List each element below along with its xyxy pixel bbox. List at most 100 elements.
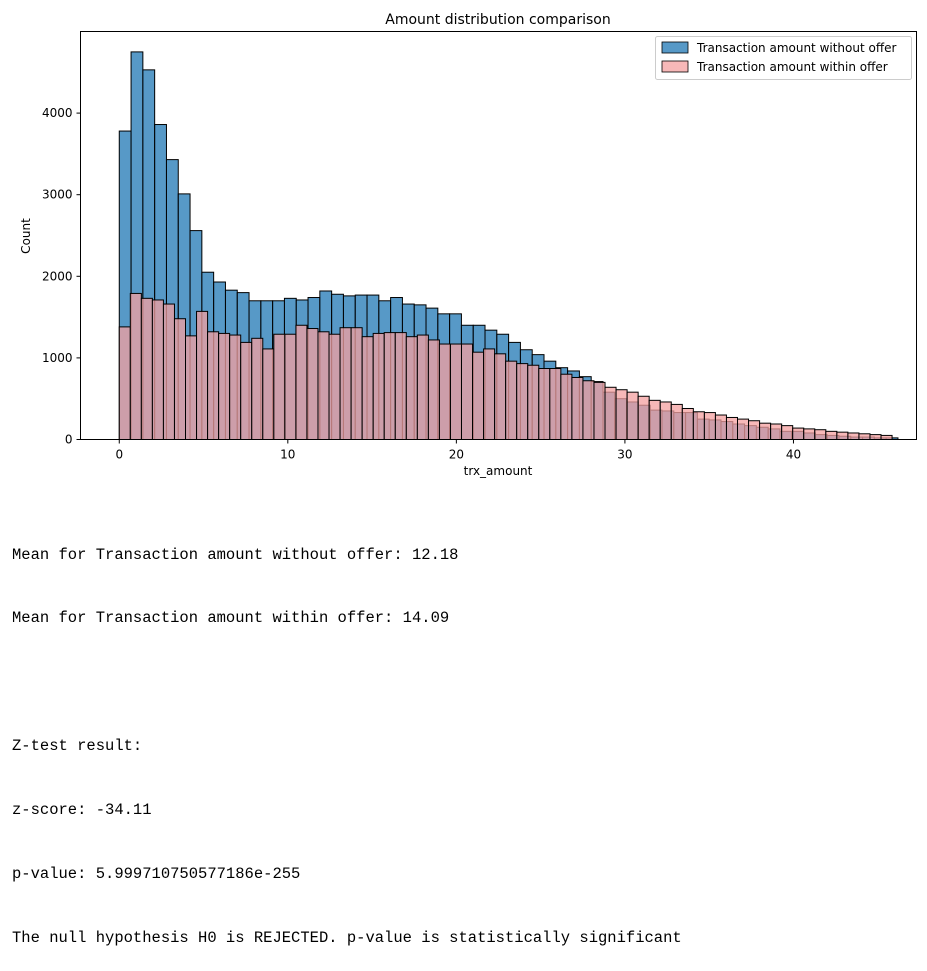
histogram-bar [626,391,639,440]
histogram-bar [240,341,253,440]
y-axis: 0 1000 2000 3000 4000 [42,106,81,447]
blank-line [12,672,682,693]
histogram-bar [781,425,794,440]
histogram-bar [759,422,772,440]
histogram-bar [725,416,739,440]
histogram-bar [449,343,463,441]
histogram-bar [659,401,672,440]
histogram-bar [571,376,584,441]
y-tick-label: 0 [65,433,73,447]
bars-layer [118,51,899,441]
legend-frame [655,36,912,80]
histogram-bar [637,395,650,441]
histogram-bar [461,343,474,441]
x-tick-label: 0 [115,448,123,462]
legend-swatch-within-offer [661,60,689,73]
p-value-line: p-value: 5.999710750577186e-255 [12,865,301,884]
histogram-bar [825,430,838,440]
histogram-bar [295,324,308,441]
z-test-heading: Z-test result: [12,737,143,756]
histogram-bar [328,333,341,440]
y-axis-label: Count [19,218,33,254]
y-tick-label: 3000 [42,188,73,202]
histogram-bar [648,399,661,440]
histogram-bar [737,418,750,441]
histogram-bar [162,303,175,440]
z-score-line: z-score: -34.11 [12,801,152,820]
histogram-bar [714,414,727,440]
histogram-bar [582,380,595,440]
histogram-bar [306,328,319,440]
histogram-bar [151,299,164,440]
legend-label-without-offer: Transaction amount without offer [696,41,896,55]
conclusion-line: The null hypothesis H0 is REJECTED. p-va… [12,928,682,947]
histogram-bar [692,411,705,441]
histogram-bar [681,407,694,441]
histogram-bar [173,318,187,440]
histogram-bar [361,336,374,440]
mean-without-offer-line: Mean for Transaction amount without offe… [12,545,459,564]
histogram-bar [505,360,518,440]
x-tick-label: 30 [617,448,632,462]
histogram-bar [196,310,209,440]
histogram-bar [284,333,297,440]
histogram-bar [438,343,451,441]
histogram-bar [858,433,871,440]
histogram-bar [262,348,275,441]
legend-swatch-without-offer [661,41,689,54]
histogram-bar [549,368,562,440]
histogram-bar [615,389,628,440]
histogram-bar [538,368,551,440]
histogram-bar [703,412,716,440]
histogram-bar [394,332,407,441]
y-tick-label: 4000 [42,106,73,120]
histogram-bar [814,429,827,441]
histogram-bar [118,326,131,440]
histogram-bar [792,427,805,440]
chart-title: Amount distribution comparison [385,12,610,28]
histogram-bar [185,335,198,441]
histogram-bar [869,434,882,441]
histogram-bar [670,403,683,440]
plot-frame [80,31,917,440]
y-tick-label: 2000 [42,269,73,283]
histogram-bar [836,431,849,441]
histogram-bar [803,428,816,440]
histogram-bar [560,373,573,440]
histogram-bar [218,332,231,441]
x-axis: 0 10 20 30 40 [115,439,801,462]
mean-within-offer-line: Mean for Transaction amount within offer… [12,609,450,628]
histogram-bar [140,297,153,440]
y-tick-label: 1000 [42,351,73,365]
histogram-bar [339,327,352,441]
histogram-bar [527,364,540,440]
histogram-bar [317,331,330,440]
x-tick-label: 20 [449,448,464,462]
histogram-bar [847,432,860,440]
histogram-bar [350,327,363,441]
histogram-bar [405,336,418,440]
x-axis-label: trx_amount [464,464,533,478]
histogram-bar [273,333,286,440]
histogram-bar [472,351,485,440]
histogram-bar [770,423,783,441]
histogram-bar [880,434,893,441]
histogram-bar [207,331,220,440]
histogram-bar [483,348,496,441]
histogram-bar [229,334,242,440]
histogram-bar [593,381,606,441]
x-tick-label: 40 [786,448,801,462]
histogram-chart: Amount distribution comparison 0 10 20 30 40… [19,12,917,478]
histogram-bar [748,420,761,440]
legend: Transaction amount without offer Transac… [655,36,912,80]
x-tick-label: 10 [280,448,295,462]
legend-label-within-offer: Transaction amount within offer [696,60,888,74]
histogram-bar [129,292,142,440]
histogram-bar [372,332,385,441]
histogram-bar [516,363,529,440]
histogram-bar [383,332,396,441]
histogram-bar [604,386,617,440]
histogram-bar [416,334,429,440]
histogram-bar [251,337,264,441]
histogram-bar [494,353,507,441]
